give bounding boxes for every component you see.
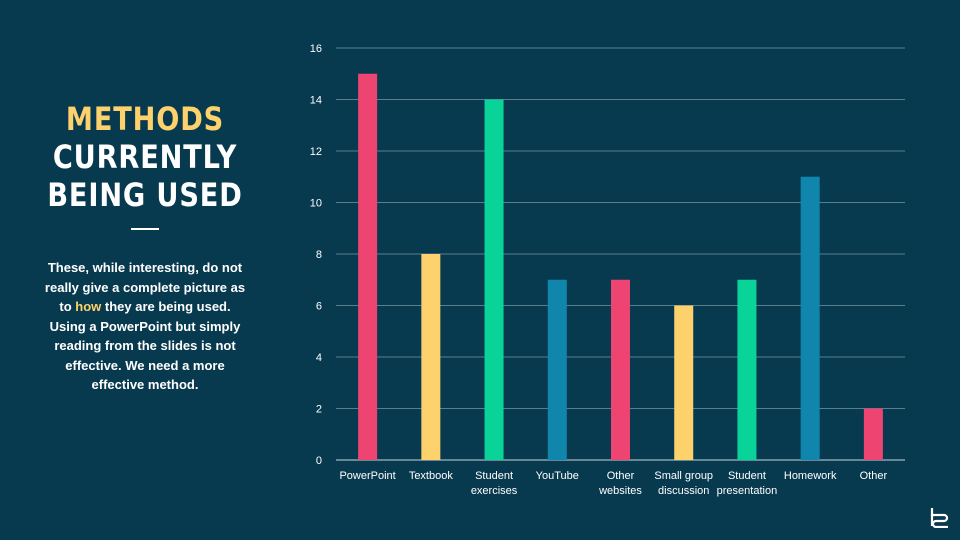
x-tick-label: Other [860,470,888,482]
logo-icon [930,508,949,528]
x-tick-label: exercises [471,485,518,497]
bar [863,408,883,460]
y-tick-label: 2 [316,404,322,416]
title-divider [131,228,159,230]
bar [547,279,567,460]
bar [421,254,441,460]
body-text-end: they are being used. Using a PowerPoint … [49,299,241,392]
y-tick-label: 14 [310,95,322,107]
y-tick-label: 8 [316,249,322,261]
y-tick-label: 10 [310,198,322,210]
bar [484,99,504,460]
body-paragraph: These, while interesting, do not really … [40,258,250,395]
x-tick-label: presentation [717,485,778,497]
x-tick-label: Small group [654,470,713,482]
bar [737,279,757,460]
y-tick-label: 0 [316,455,322,467]
body-text-start: These, while interesting, do not really … [44,260,246,314]
bar [800,176,820,460]
body-highlight-word: how [75,299,102,314]
x-tick-label: YouTube [536,470,579,482]
x-tick-label: discussion [658,485,709,497]
x-tick-label: PowerPoint [339,470,395,482]
x-tick-label: Homework [784,470,837,482]
bar [611,279,630,460]
title-line-currently: currently [52,138,238,176]
bar [358,73,378,460]
y-tick-label: 16 [310,43,322,55]
bar [674,305,694,460]
x-tick-label: Student [728,470,766,482]
slide-title: Methods currently being used [30,100,260,230]
x-tick-label: Textbook [409,470,454,482]
x-tick-label: Student [475,470,513,482]
x-tick-label: Other [607,470,635,482]
title-line-being-used: being used [47,176,243,214]
title-line-methods: Methods [65,100,225,138]
y-tick-label: 12 [310,146,322,158]
x-tick-label: websites [598,485,642,497]
y-tick-label: 6 [316,301,322,313]
y-tick-label: 4 [316,352,322,364]
